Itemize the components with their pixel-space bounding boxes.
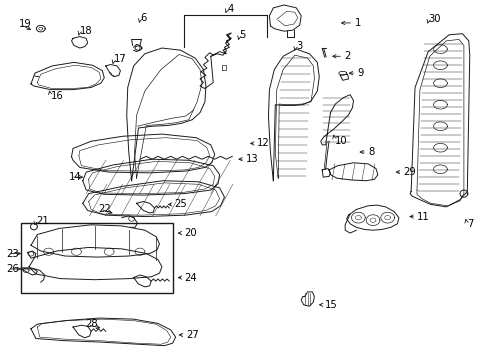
Text: 20: 20 [184,228,197,238]
Text: 3: 3 [296,41,302,50]
Text: 17: 17 [114,54,127,64]
Text: 11: 11 [417,212,430,221]
Text: 14: 14 [69,172,82,182]
Text: 4: 4 [227,4,234,14]
Text: 2: 2 [344,51,351,61]
Text: 30: 30 [429,14,441,24]
Text: 18: 18 [80,26,93,36]
Text: 23: 23 [6,248,19,258]
Text: 29: 29 [403,167,416,177]
Text: 19: 19 [19,19,32,29]
Text: 1: 1 [355,18,361,28]
Text: 7: 7 [467,219,473,229]
Text: 22: 22 [98,204,111,214]
Text: 21: 21 [36,216,49,225]
Text: 28: 28 [86,319,98,329]
Text: 10: 10 [335,136,347,145]
Text: 8: 8 [368,147,374,157]
Text: 24: 24 [184,273,197,283]
Text: 26: 26 [6,264,19,274]
Text: 5: 5 [240,30,246,40]
Text: 16: 16 [50,91,63,101]
Text: 13: 13 [246,154,259,164]
Text: 25: 25 [174,199,187,210]
Text: 15: 15 [325,300,338,310]
Text: 6: 6 [141,13,147,23]
Text: 27: 27 [186,330,198,340]
Text: 12: 12 [257,139,270,148]
Text: 9: 9 [357,68,364,78]
Bar [21,223,172,293]
